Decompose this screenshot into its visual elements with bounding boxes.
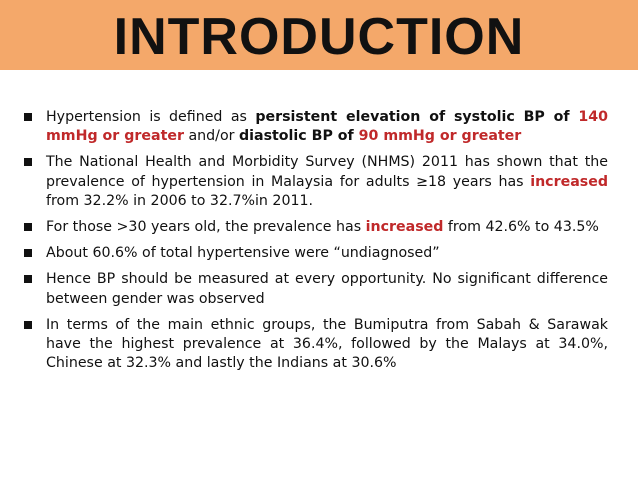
bullet-text-part: increased — [365, 219, 444, 236]
title-bar: INTRODUCTION — [0, 0, 638, 70]
bullet-text-part: 90 mmHg or greater — [358, 128, 522, 145]
square-bullet-icon — [24, 320, 32, 329]
square-bullet-icon — [24, 249, 32, 258]
slide-title: INTRODUCTION — [113, 8, 525, 66]
bullet-text-part: Hence BP should be measured at every opp… — [46, 271, 608, 307]
bullet-text-part: About 60.6% of total hypertensive were “… — [46, 245, 440, 262]
bullet-item: In terms of the main ethnic groups, the … — [22, 316, 608, 374]
square-bullet-icon — [24, 158, 32, 167]
bullet-text-part: Hypertension is defined as — [46, 109, 256, 125]
bullet-text-part: 140 mmHg or greater — [46, 109, 608, 145]
bullet-item: Hence BP should be measured at every opp… — [22, 270, 608, 308]
square-bullet-icon — [24, 113, 32, 121]
bullet-text-part: persistent elevation of systolic BP of — [255, 109, 579, 125]
bullet-list: Hypertension is defined as persistent el… — [22, 108, 608, 380]
bullet-text-part: from 32.2% in 2006 to 32.7%in 2011. — [46, 192, 314, 209]
bullet-text-part: The National Health and Morbidity Survey… — [46, 154, 608, 190]
bullet-text-part: For those >30 years old, the prevalence … — [46, 219, 366, 236]
square-bullet-icon — [24, 223, 32, 232]
bullet-item: The National Health and Morbidity Survey… — [22, 153, 608, 211]
square-bullet-icon — [24, 275, 32, 284]
bullet-text-part: and/or — [183, 128, 239, 145]
bullet-text-part: increased — [530, 173, 608, 190]
bullet-item: Hypertension is defined as persistent el… — [22, 108, 608, 146]
bullet-text-part: diastolic BP of — [238, 128, 359, 145]
bullet-item: About 60.6% of total hypertensive were “… — [22, 244, 608, 263]
bullet-text-part: In terms of the main ethnic groups, the … — [46, 316, 608, 372]
bullet-item: For those >30 years old, the prevalence … — [22, 218, 608, 237]
bullet-text-part: from 42.6% to 43.5% — [443, 219, 599, 236]
